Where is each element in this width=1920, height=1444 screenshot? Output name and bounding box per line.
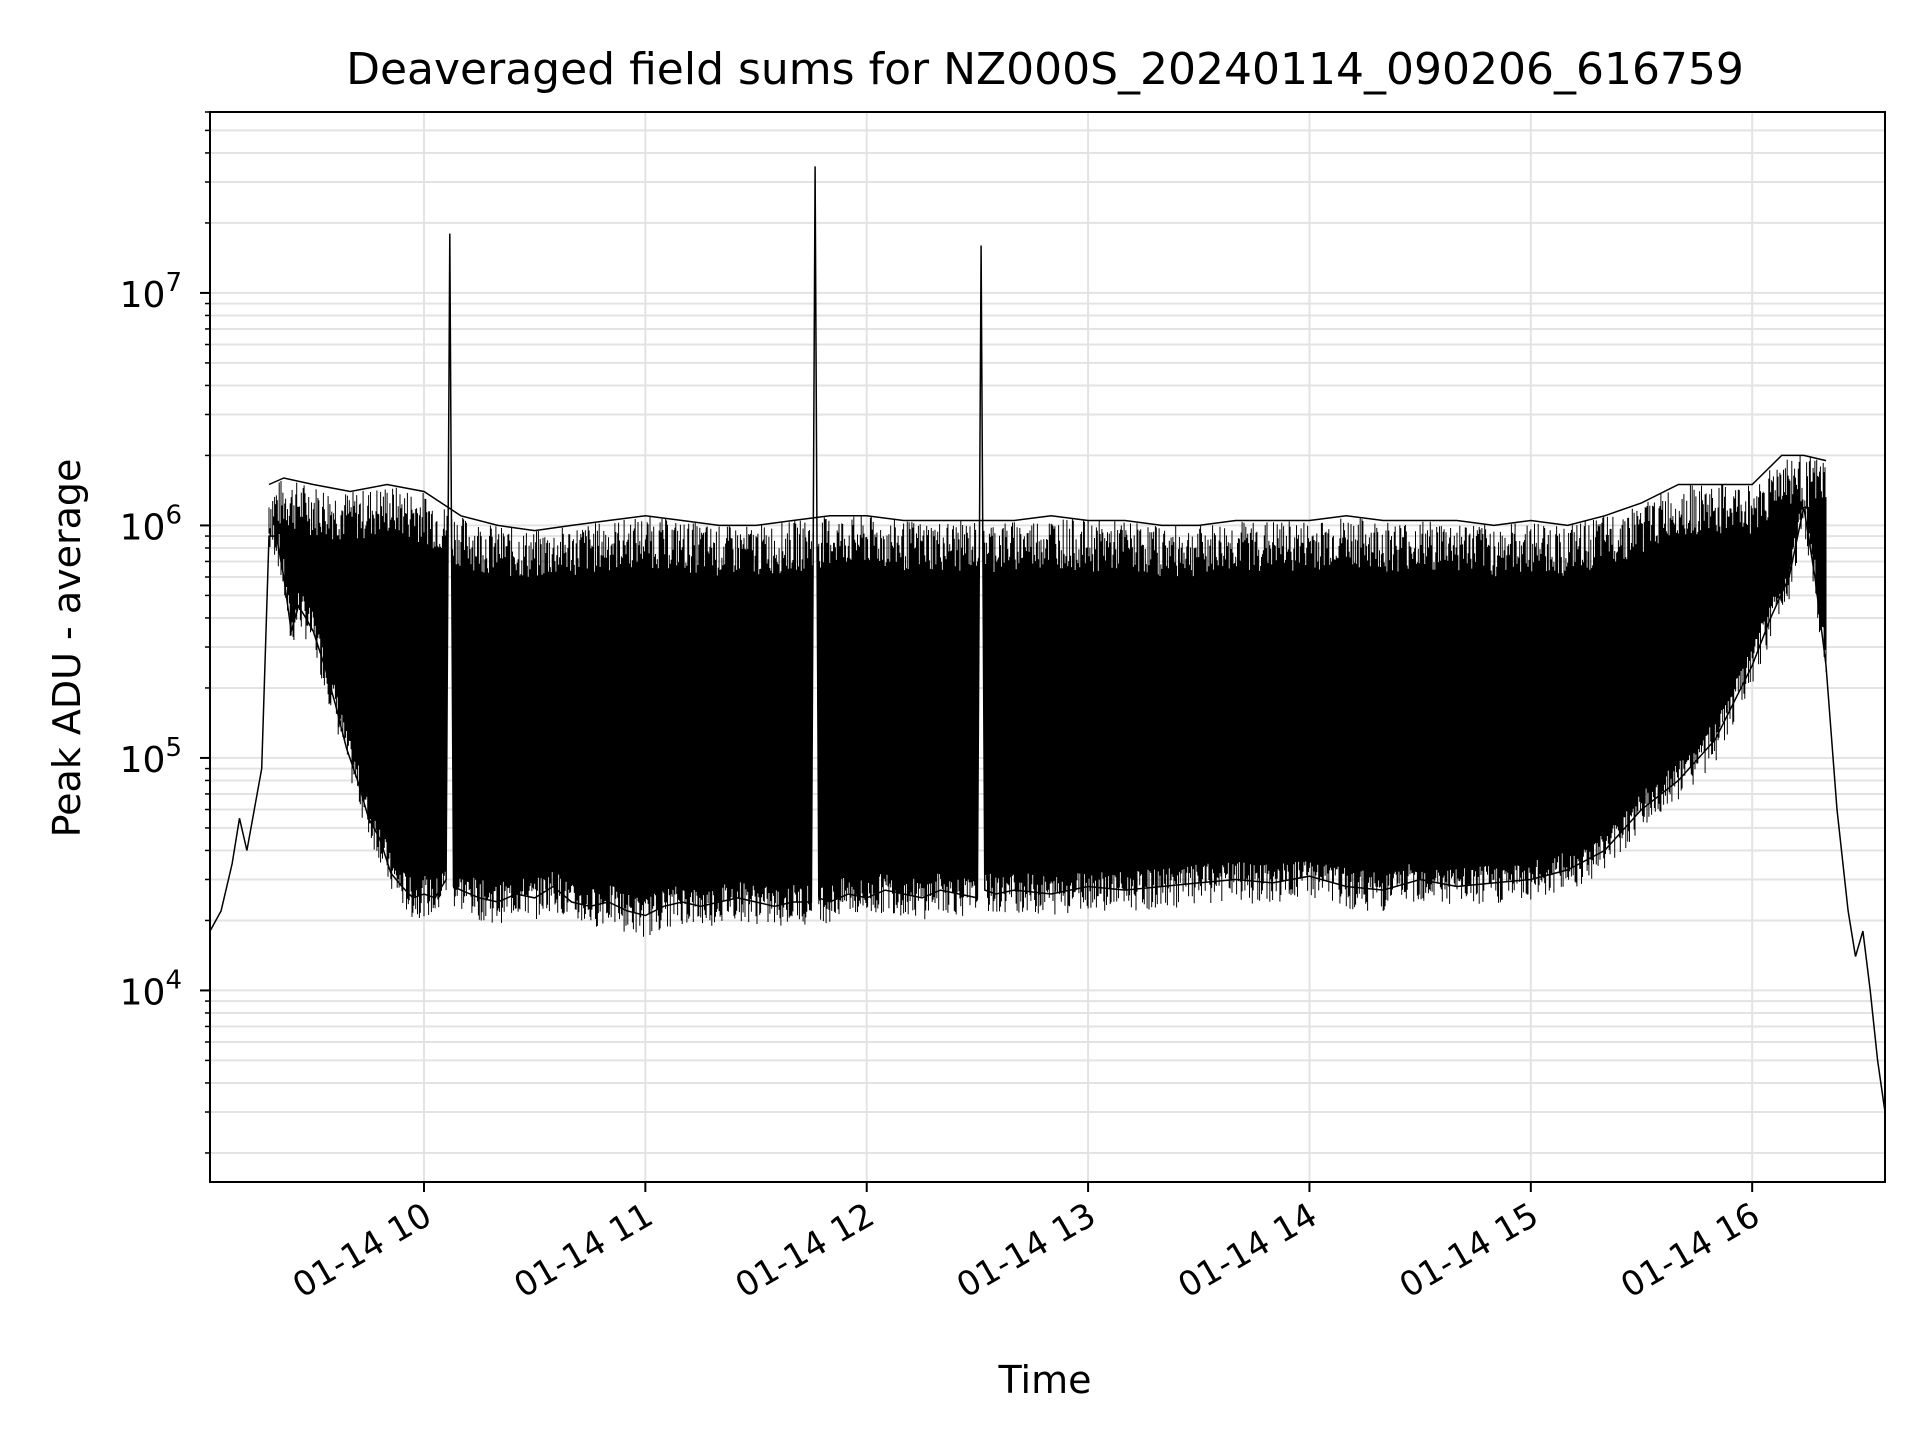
y-tick-label: 104 xyxy=(120,965,182,1013)
y-tick-label: 107 xyxy=(120,268,182,316)
spike-band-path xyxy=(268,456,1827,937)
y-tick-label: 106 xyxy=(120,500,182,548)
chart-title: Deaveraged field sums for NZ000S_2024011… xyxy=(346,44,1744,95)
density-band xyxy=(268,456,1827,937)
y-tick-label: 105 xyxy=(120,733,182,781)
x-axis-label: Time xyxy=(998,1358,1092,1402)
y-axis-label: Peak ADU - average xyxy=(45,459,89,838)
plot-area xyxy=(209,166,1886,1113)
series-line-2 xyxy=(268,454,1827,532)
